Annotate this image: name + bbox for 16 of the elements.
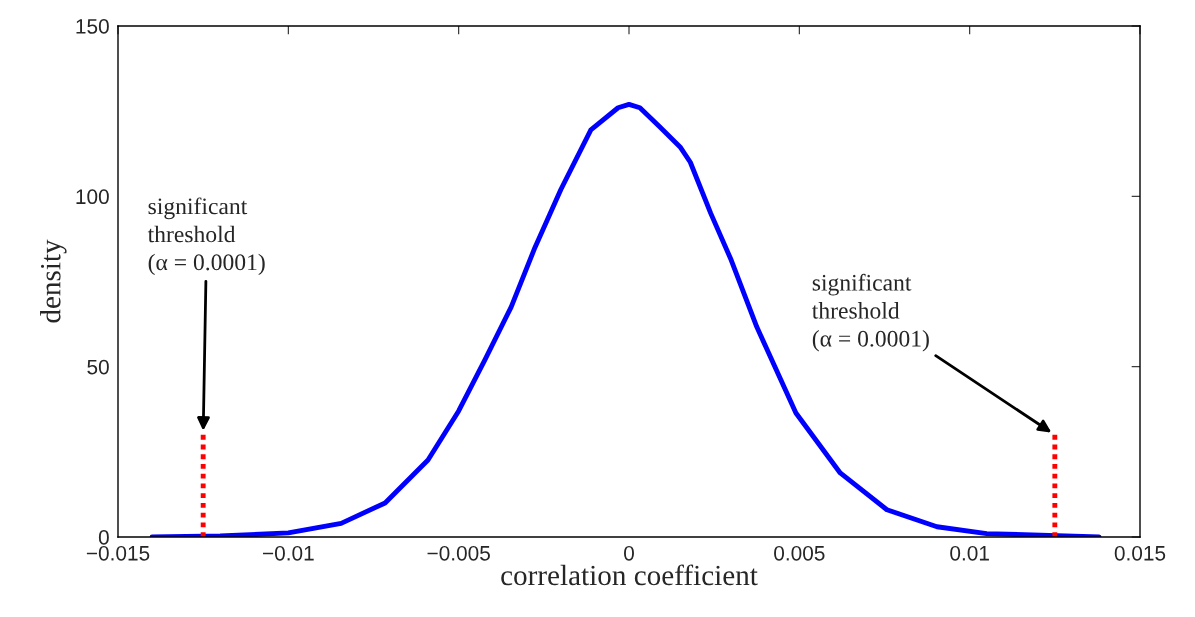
annotation: significant threshold (α = 0.0001) — [147, 197, 265, 276]
y-tick-label: 0 — [98, 530, 109, 545]
x-tick-label: 0.015 — [1114, 545, 1166, 561]
y-axis-title: density — [40, 239, 67, 323]
y-tick-label: 150 — [76, 19, 109, 34]
annotation: significant threshold (α = 0.0001) — [812, 273, 929, 352]
x-tick-label: −0.015 — [86, 545, 150, 561]
x-tick-label: 0 — [624, 545, 634, 561]
x-tick-label: −0.005 — [427, 545, 490, 561]
x-tick-label: 0.01 — [950, 545, 989, 561]
line-series — [149, 101, 1102, 537]
y-tick-label: 100 — [76, 189, 109, 205]
y-tick-label: 50 — [87, 359, 109, 375]
x-axis-title: correlation coefficient — [501, 564, 758, 586]
x-tick-label: 0.005 — [774, 545, 825, 561]
x-tick-label: −0.01 — [263, 545, 314, 561]
